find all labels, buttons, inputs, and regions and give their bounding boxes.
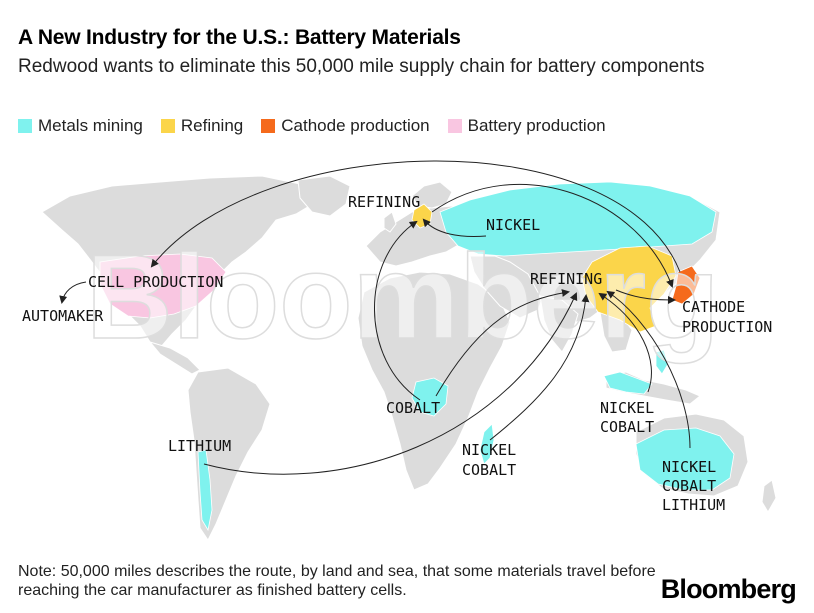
route-australia-to-refining-china [606, 290, 691, 449]
madagascar-mining-region [479, 423, 495, 465]
legend-label: Refining [180, 116, 244, 135]
legend-label: Battery production [467, 116, 606, 135]
legend-swatch-battery-production [447, 119, 462, 133]
route-nickel-to-refining-europe [422, 218, 487, 237]
route-cell-production-to-automaker [59, 281, 87, 304]
map-labels: REFINING NICKEL CELL PRODUCTION AUTOMAKE… [22, 193, 772, 514]
philippines-mining-region [655, 349, 669, 375]
label-lithium-chile: LITHIUM [168, 437, 231, 455]
japan-cathode-region [671, 265, 701, 305]
label-automaker: AUTOMAKER [22, 307, 104, 325]
legend-label: Metals mining [38, 116, 143, 135]
label-cobalt-congo: COBALT [386, 399, 440, 417]
russia-mining-region [439, 181, 717, 257]
label-cathode-line1: CATHODE [682, 298, 745, 316]
legend-item-metals-mining: Metals mining [18, 116, 143, 136]
chile-mining-region [197, 449, 213, 532]
label-cobalt-indonesia: COBALT [600, 418, 654, 436]
highlighted-regions [99, 181, 735, 532]
label-cobalt-madagascar: COBALT [462, 461, 516, 479]
route-refining-europe-to-cathode [431, 183, 674, 288]
new-zealand-shape [761, 479, 777, 513]
legend: Metals mining Refining Cathode productio… [18, 116, 624, 136]
label-nickel-australia: NICKEL [662, 458, 716, 476]
label-nickel-indonesia: NICKEL [600, 399, 654, 417]
supply-routes [59, 160, 691, 475]
label-nickel-russia: NICKEL [486, 216, 540, 234]
route-lithium-to-refining-china [203, 292, 578, 475]
australia-mining-region [635, 427, 735, 491]
footnote: Note: 50,000 miles describes the route, … [18, 563, 656, 599]
label-cell-production: CELL PRODUCTION [88, 273, 223, 291]
watermark: Bloomberg [86, 230, 719, 364]
label-refining-china: REFINING [530, 270, 602, 288]
route-refining-china-to-cathode [615, 289, 676, 304]
route-cobalt-to-refining-europe [374, 220, 421, 401]
legend-swatch-metals-mining [18, 119, 32, 133]
label-cobalt-australia: COBALT [662, 477, 716, 495]
label-cathode-line2: PRODUCTION [682, 318, 772, 336]
chart-title: A New Industry for the U.S.: Battery Mat… [18, 26, 461, 49]
bloomberg-logo: Bloomberg [660, 574, 797, 604]
route-indonesia-to-refining-china [598, 292, 652, 393]
greenland-shape [297, 175, 351, 217]
usa-battery-production-region [99, 253, 227, 319]
route-madagascar-to-refining-china [489, 294, 590, 441]
label-refining-europe: REFINING [348, 193, 420, 211]
route-cobalt-to-refining-china [435, 289, 570, 397]
legend-swatch-cathode-production [261, 119, 276, 133]
indonesia-mining-region [603, 371, 653, 395]
legend-swatch-refining [160, 119, 175, 133]
world-map: Bloomberg REFINING NICKEL CELL PRODUCTIO… [22, 160, 777, 541]
legend-item-battery-production: Battery production [447, 116, 606, 136]
uk-shape [383, 211, 397, 233]
chart-subtitle: Redwood wants to eliminate this 50,000 m… [18, 56, 705, 77]
drc-mining-region [411, 377, 449, 417]
legend-item-refining: Refining [160, 116, 244, 136]
label-lithium-australia: LITHIUM [662, 496, 725, 514]
legend-label: Cathode production [281, 116, 430, 135]
legend-item-cathode-production: Cathode production [261, 116, 430, 136]
central-america-shape [148, 341, 201, 375]
route-cathode-to-cell-production [150, 160, 681, 273]
label-nickel-madagascar: NICKEL [462, 441, 516, 459]
